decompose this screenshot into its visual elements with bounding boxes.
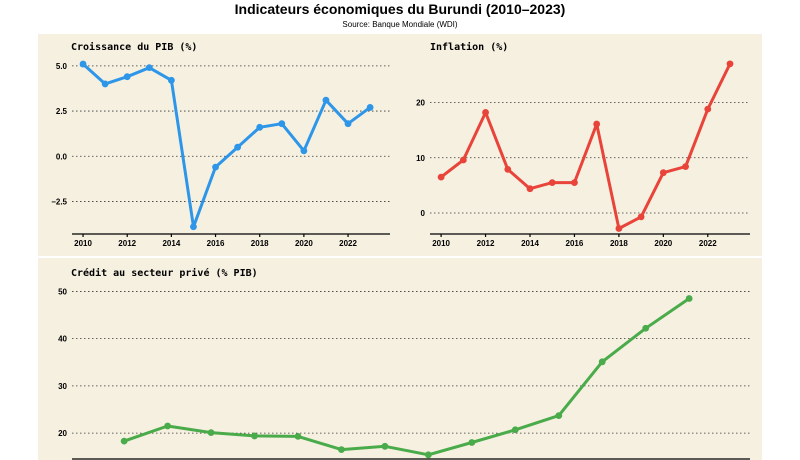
inflation-data-point <box>504 165 512 173</box>
credit-data-point <box>251 432 258 440</box>
inflation-chart-title: Inflation (%) <box>430 41 508 53</box>
inflation-x-tick-label: 2010 <box>432 239 450 248</box>
figure-title: Indicateurs économiques du Burundi (2010… <box>235 1 566 17</box>
gdp-data-point <box>123 73 131 81</box>
inflation-x-tick-label: 2018 <box>610 239 628 248</box>
inflation-data-point <box>526 185 534 193</box>
gdp-data-point <box>300 147 308 155</box>
gdp-data-point <box>101 80 109 88</box>
inflation-data-point <box>726 60 734 68</box>
credit-data-point <box>164 422 172 430</box>
credit-data-point <box>120 437 128 445</box>
inflation-x-tick-label: 2022 <box>699 239 717 248</box>
inflation-x-tick-label: 2014 <box>521 239 539 248</box>
inflation-y-tick-label: 20 <box>416 99 425 108</box>
gdp-data-point <box>190 223 197 231</box>
gdp-data-point <box>344 120 352 128</box>
gdp-data-point <box>322 96 330 104</box>
inflation-panel-background <box>402 34 762 256</box>
inflation-data-point <box>437 173 445 181</box>
inflation-series-line <box>439 62 732 230</box>
inflation-data-point <box>659 169 667 177</box>
inflation-data-point <box>682 163 689 170</box>
inflation-x-tick-label: 2020 <box>654 239 672 248</box>
gdp-data-point <box>366 104 374 111</box>
gdp-data-point <box>212 163 219 171</box>
gdp-y-tick-label: 5.0 <box>56 62 68 71</box>
credit-data-point <box>642 324 650 332</box>
gdp-data-point <box>145 64 153 72</box>
inflation-data-point <box>615 225 623 232</box>
gdp-x-tick-label: 2020 <box>295 239 313 248</box>
gdp-y-tick-label: −2.5 <box>51 197 67 206</box>
figure-subtitle: Source: Banque Mondiale (WDI) <box>342 20 458 29</box>
gdp-data-point <box>234 143 242 151</box>
inflation-x-tick-label: 2016 <box>566 239 584 248</box>
gdp-x-tick-label: 2018 <box>251 239 269 248</box>
inflation-y-tick-label: 10 <box>416 154 425 163</box>
inflation-data-point <box>482 109 489 116</box>
inflation-data-point <box>548 179 556 187</box>
gdp-data-point <box>256 123 264 131</box>
credit-data-point <box>555 412 563 420</box>
inflation-x-tick-label: 2012 <box>477 239 495 248</box>
inflation-data-point <box>459 156 467 164</box>
credit-y-tick-label: 20 <box>58 429 67 438</box>
credit-series-line <box>122 297 691 457</box>
credit-chart: Crédit au secteur privé (% PIB) 20 30 40 50 <box>58 267 750 460</box>
credit-y-tick-label: 30 <box>58 382 67 391</box>
gdp-x-tick-label: 2012 <box>118 239 136 248</box>
gdp-chart-title: Croissance du PIB (%) <box>71 41 197 53</box>
gdp-y-tick-label: 0.0 <box>56 152 68 161</box>
gdp-x-tick-label: 2010 <box>74 239 92 248</box>
inflation-y-tick-label: 0 <box>421 209 426 218</box>
credit-y-tick-label: 40 <box>58 335 67 344</box>
gdp-x-tick-label: 2014 <box>162 239 180 248</box>
credit-data-point <box>598 358 606 366</box>
inflation-data-point <box>704 105 712 113</box>
credit-panel-background <box>38 258 762 460</box>
inflation-data-point <box>593 120 601 128</box>
credit-data-point <box>468 439 476 446</box>
credit-data-point <box>511 426 519 434</box>
gdp-data-point <box>278 120 286 128</box>
credit-y-tick-label: 50 <box>58 287 67 296</box>
inflation-data-point <box>571 179 578 187</box>
credit-data-point <box>294 432 302 440</box>
gdp-x-tick-label: 2016 <box>207 239 225 248</box>
gdp-y-tick-label: 2.5 <box>56 107 68 116</box>
inflation-chart: Inflation (%) 0 10 20 2010 2012 2014 2016 2018 2… <box>416 41 750 248</box>
inflation-data-point <box>637 213 645 221</box>
gdp-x-tick-label: 2022 <box>339 239 357 248</box>
gdp-growth-chart: Croissance du PIB (%) −2.5 0.0 2.5 5.0 2010 2… <box>51 41 390 248</box>
credit-data-point <box>685 295 693 302</box>
gdp-data-point <box>79 60 87 68</box>
credit-data-point <box>424 451 432 459</box>
credit-chart-title: Crédit au secteur privé (% PIB) <box>71 267 258 279</box>
gdp-series-line <box>81 62 372 229</box>
credit-data-point <box>381 442 389 450</box>
gdp-data-point <box>167 76 175 84</box>
credit-data-point <box>338 446 345 454</box>
credit-data-point <box>207 429 215 437</box>
gdp-panel-background <box>38 34 402 256</box>
